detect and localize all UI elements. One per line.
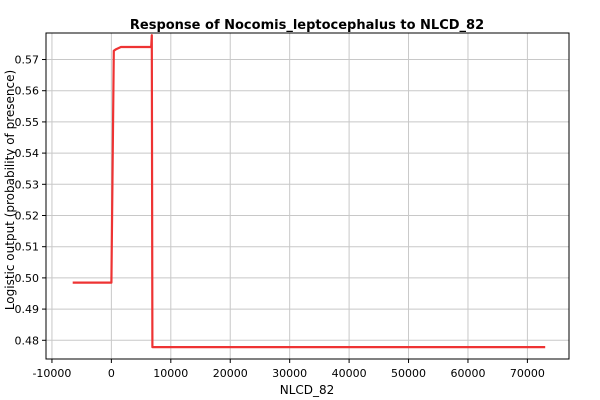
- x-tick-label: 70000: [510, 367, 545, 380]
- y-axis-label: Logistic output (probability of presence…: [3, 70, 17, 310]
- y-tick-label: 0.54: [15, 147, 40, 160]
- series-layer: [72, 34, 546, 349]
- plot-area-border: [45, 32, 570, 360]
- x-tick-label: 40000: [332, 367, 367, 380]
- series-line: [72, 34, 546, 349]
- y-tick-label: 0.50: [15, 272, 40, 285]
- y-tick-label: 0.56: [15, 85, 40, 98]
- x-tick-label: 30000: [272, 367, 307, 380]
- x-tick-label: 10000: [153, 367, 188, 380]
- y-tick-label: 0.55: [15, 116, 40, 129]
- y-tick-label: 0.48: [15, 334, 40, 347]
- grid: [46, 33, 569, 359]
- y-tick-label: 0.52: [15, 209, 40, 222]
- y-axis: 0.48 0.49 0.50 0.51 0.52 0.53 0.54 0.55 0.56 0.57: [15, 54, 46, 347]
- x-axis-label: NLCD_82: [280, 383, 335, 397]
- y-tick-label: 0.51: [15, 241, 40, 254]
- x-tick-label: 20000: [213, 367, 248, 380]
- x-tick-label: 50000: [391, 367, 426, 380]
- x-tick-label: 60000: [450, 367, 485, 380]
- x-axis: -10000 0 10000 20000 30000 40000 50000 60000 700…: [32, 359, 545, 380]
- x-tick-label: -10000: [32, 367, 71, 380]
- x-tick-label: 0: [108, 367, 115, 380]
- y-tick-label: 0.53: [15, 178, 40, 191]
- y-tick-label: 0.57: [15, 54, 40, 67]
- chart-title: Response of Nocomis_leptocephalus to NLC…: [130, 18, 484, 33]
- y-tick-label: 0.49: [15, 303, 40, 316]
